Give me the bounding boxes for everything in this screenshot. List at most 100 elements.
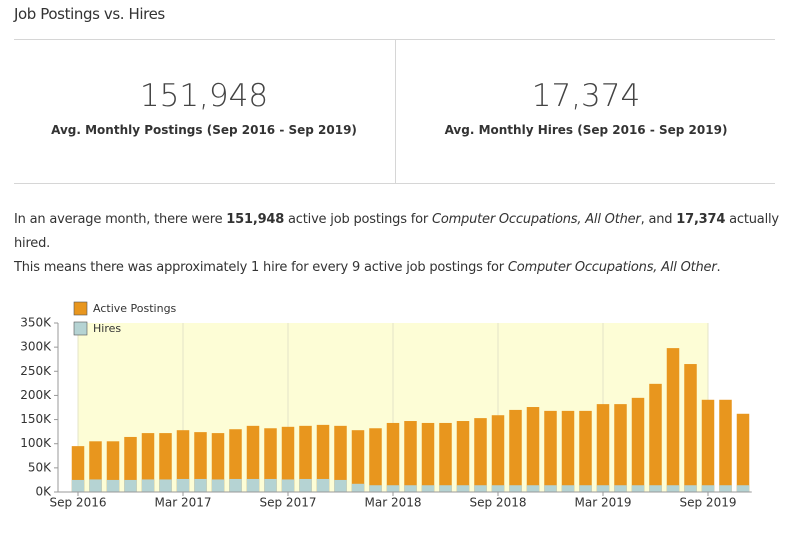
summary-text: Computer Occupations, All Other — [507, 260, 717, 275]
bar — [106, 441, 120, 492]
bar — [264, 478, 277, 492]
bar — [71, 479, 85, 492]
stat-label: Avg. Monthly Postings (Sep 2016 - Sep 20… — [51, 123, 357, 137]
summary-text: , and — [640, 212, 677, 227]
bar — [299, 478, 312, 492]
bar — [211, 433, 225, 492]
bar — [439, 422, 452, 492]
x-tick-label: Sep 2017 — [260, 496, 317, 510]
bar — [526, 407, 540, 492]
bar — [421, 485, 435, 492]
bar — [159, 479, 172, 492]
bar — [474, 418, 487, 492]
y-tick-label: 0K — [35, 485, 52, 499]
bar — [579, 485, 592, 492]
legend-label: Hires — [93, 322, 121, 335]
y-tick-label: 350K — [20, 316, 52, 330]
summary-text: In an average month, there were — [14, 212, 227, 227]
x-tick-label: Mar 2018 — [365, 496, 422, 510]
bar — [684, 485, 697, 492]
bar — [456, 485, 470, 492]
bar — [159, 433, 172, 492]
rule — [14, 183, 775, 184]
divider — [395, 39, 396, 183]
stat-value: 17,374 — [531, 78, 641, 114]
bar — [561, 485, 575, 492]
rule — [14, 39, 775, 40]
bar — [281, 426, 295, 492]
bar — [229, 478, 242, 492]
bar — [194, 432, 207, 492]
y-tick-label: 100K — [20, 436, 52, 450]
bar — [334, 479, 347, 492]
bar — [369, 428, 382, 492]
bar — [369, 485, 382, 492]
bar — [701, 399, 715, 492]
summary-line: In an average month, there were 151,948 … — [14, 208, 784, 256]
bar — [141, 479, 155, 492]
bar — [351, 430, 365, 492]
bar — [561, 410, 575, 492]
bar — [404, 421, 417, 492]
bar — [509, 409, 522, 492]
bar — [719, 399, 732, 492]
bar — [684, 364, 697, 492]
summary: In an average month, there were 151,948 … — [14, 208, 784, 280]
legend-label: Active Postings — [93, 302, 177, 315]
x-tick-label: Sep 2016 — [50, 496, 107, 510]
bar — [596, 404, 610, 492]
bar — [351, 483, 365, 492]
bar — [299, 425, 312, 492]
x-tick-label: Mar 2017 — [155, 496, 212, 510]
bar — [736, 413, 750, 492]
bar — [631, 397, 645, 492]
bar — [491, 485, 505, 492]
bar — [124, 436, 137, 492]
y-tick-label: 200K — [20, 388, 52, 402]
bar — [246, 478, 260, 492]
bar — [701, 485, 715, 492]
bar — [176, 478, 190, 492]
bar — [439, 485, 452, 492]
bar — [491, 415, 505, 492]
x-tick-label: Sep 2019 — [680, 496, 737, 510]
bar — [544, 410, 557, 492]
x-tick-label: Mar 2019 — [575, 496, 632, 510]
bar — [316, 478, 330, 492]
bar — [719, 485, 732, 492]
bar — [474, 485, 487, 492]
chart: 0K 50K 100K 150K 200K 250K 300K 350K Sep 2016 Mar… — [20, 301, 752, 510]
bar — [124, 479, 137, 492]
bar — [666, 348, 680, 492]
bar — [89, 479, 102, 492]
bar — [649, 485, 662, 492]
bar — [264, 428, 277, 492]
bar — [211, 479, 225, 492]
bar — [649, 383, 662, 492]
stat: 151,948 Avg. Monthly Postings (Sep 2016 … — [14, 78, 394, 137]
legend-swatch — [73, 301, 88, 316]
summary-line: This means there was approximately 1 hir… — [14, 256, 784, 280]
summary-text: 151,948 — [226, 212, 285, 227]
bar — [334, 425, 347, 492]
bar — [614, 404, 627, 492]
bar — [631, 485, 645, 492]
y-tick-label: 250K — [20, 364, 52, 378]
bar — [509, 485, 522, 492]
bar — [246, 425, 260, 492]
y-tick-label: 300K — [20, 340, 52, 354]
bar — [229, 429, 242, 492]
bar — [596, 485, 610, 492]
x-tick-label: Sep 2018 — [470, 496, 527, 510]
bar — [386, 422, 400, 492]
summary-text: actually hired. — [14, 212, 779, 251]
bar — [141, 433, 155, 492]
bar — [404, 485, 417, 492]
stat-value: 151,948 — [139, 78, 269, 114]
bar — [544, 485, 557, 492]
summary-text: 17,374 — [676, 212, 726, 227]
bar — [614, 485, 627, 492]
bar — [526, 485, 540, 492]
summary-text: Computer Occupations, All Other — [431, 212, 641, 227]
